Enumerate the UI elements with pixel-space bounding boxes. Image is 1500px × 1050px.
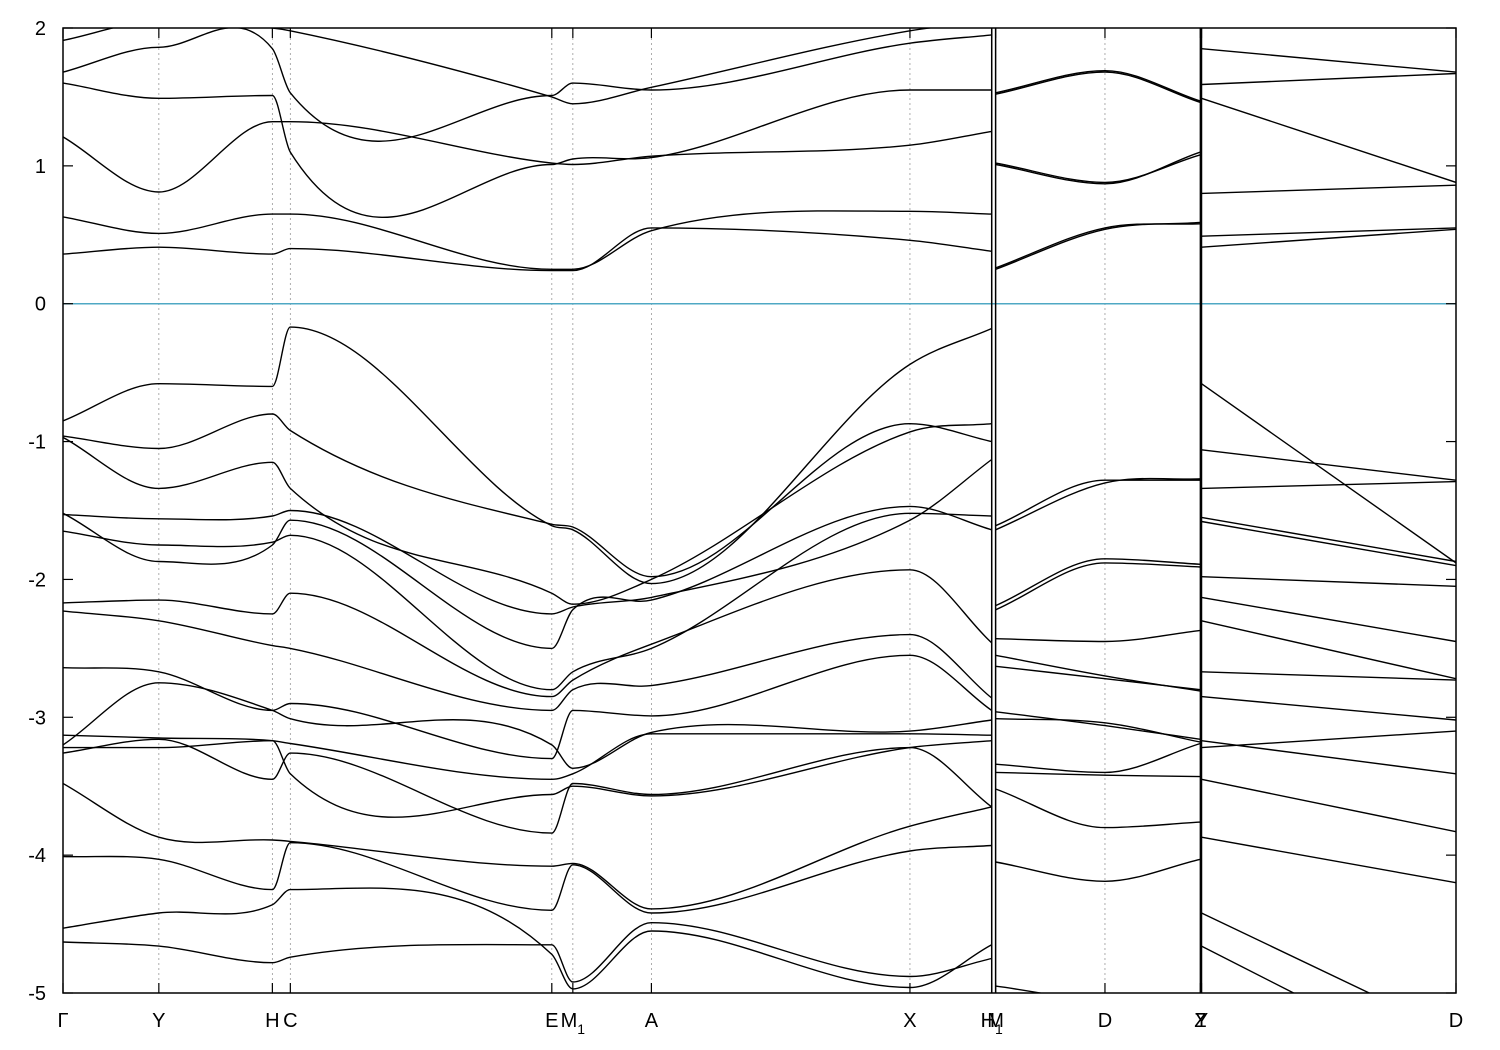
- x-tick-label: Z: [1194, 1010, 1206, 1032]
- band-line: [63, 740, 992, 818]
- band-line: [63, 326, 992, 585]
- band-line: [1201, 516, 1456, 563]
- band-line: [63, 654, 993, 760]
- band-line: [1201, 695, 1456, 721]
- band-line: [995, 562, 1201, 611]
- band-line: [995, 223, 1201, 269]
- band-line: [63, 610, 993, 712]
- band-line: [1201, 72, 1456, 86]
- band-line: [63, 227, 992, 272]
- band-line: [63, 887, 993, 990]
- y-tick-label: -3: [28, 707, 46, 729]
- band-line: [995, 985, 1045, 993]
- band-line: [63, 733, 992, 780]
- band-line: [1201, 740, 1456, 775]
- band-line: [1201, 449, 1456, 481]
- y-tick-label: 2: [35, 18, 46, 40]
- band-line: [1201, 596, 1456, 643]
- band-line: [1201, 480, 1456, 490]
- band-line: [63, 512, 992, 691]
- band-line: [63, 682, 992, 769]
- x-tick-label-subscript: 1: [995, 1021, 1003, 1037]
- band-line: [63, 413, 992, 578]
- band-line: [1201, 520, 1456, 567]
- band-line: [63, 82, 992, 218]
- band-line: [995, 711, 1201, 740]
- band-line: [63, 28, 992, 142]
- y-tick-label: -5: [28, 983, 46, 1005]
- band-line: [995, 151, 1201, 185]
- band-line: [1201, 671, 1456, 681]
- band-line: [1201, 620, 1456, 680]
- band-lines: [63, 28, 1456, 993]
- band-line: [63, 842, 992, 914]
- band-line: [63, 569, 993, 698]
- band-line: [63, 505, 992, 650]
- x-tick-label: Y: [152, 1010, 165, 1032]
- y-tick-label: -1: [28, 432, 46, 454]
- band-line: [995, 71, 1201, 104]
- band-line: [63, 423, 992, 605]
- x-tick-label: H: [265, 1010, 279, 1032]
- band-line: [995, 858, 1201, 882]
- y-tick-label: -2: [28, 569, 46, 591]
- segment-separators: [990, 28, 1203, 993]
- band-line: [995, 629, 1201, 643]
- band-line: [1201, 778, 1456, 833]
- band-line: [995, 154, 1201, 184]
- band-line: [1201, 836, 1456, 884]
- band-line: [1201, 227, 1456, 237]
- x-tick-label: Γ: [57, 1010, 68, 1032]
- band-line: [995, 654, 1201, 692]
- y-tick-label: 0: [35, 294, 46, 316]
- band-line: [995, 70, 1201, 102]
- x-tick-label: D: [1449, 1010, 1463, 1032]
- x-tick-label: D: [1098, 1010, 1112, 1032]
- x-tick-label: A: [645, 1010, 659, 1032]
- band-line: [63, 782, 992, 910]
- y-tick-label: 1: [35, 156, 46, 178]
- band-line: [1201, 184, 1456, 195]
- band-line: [995, 742, 1201, 774]
- x-tick-label-subscript: 1: [577, 1021, 585, 1037]
- band-line: [1201, 228, 1456, 248]
- y-axis: 2 1 0 -1 -2 -3 -4 -5: [28, 18, 1456, 1005]
- band-line: [995, 558, 1201, 607]
- band-line: [1201, 730, 1456, 749]
- band-line: [995, 788, 1201, 829]
- band-line: [63, 210, 992, 270]
- band-line: [63, 28, 935, 105]
- x-tick-label: X: [903, 1010, 916, 1032]
- plot-frame: [62, 27, 1457, 994]
- band-line: [1201, 48, 1456, 73]
- band-line: [1201, 383, 1456, 564]
- band-line: [1201, 945, 1296, 993]
- x-tick-label: E: [545, 1010, 558, 1032]
- x-tick-label: Y: [1195, 1010, 1208, 1032]
- band-line: [995, 771, 1201, 778]
- band-line: [63, 458, 993, 615]
- band-line: [995, 479, 1201, 527]
- x-tick-label: C: [283, 1010, 297, 1032]
- band-line: [63, 120, 992, 193]
- band-line: [1201, 97, 1456, 184]
- band-line: [1201, 576, 1456, 587]
- band-line: [63, 922, 992, 983]
- x-tick-label: M: [987, 1010, 1004, 1032]
- y-tick-label: -4: [28, 845, 46, 867]
- band-line: [63, 738, 993, 834]
- band-line: [995, 477, 1201, 531]
- band-line: [1201, 912, 1371, 993]
